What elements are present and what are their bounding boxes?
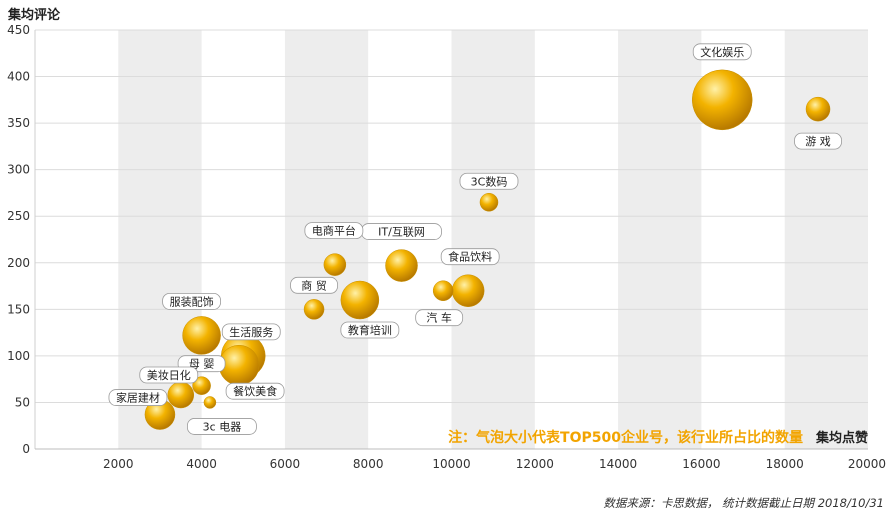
bubble-label: 游 戏 bbox=[794, 132, 842, 150]
y-tick-label: 450 bbox=[7, 23, 30, 37]
x-tick-label: 8000 bbox=[353, 457, 384, 471]
y-tick-label: 200 bbox=[7, 256, 30, 270]
svg-text:文化娱乐: 文化娱乐 bbox=[700, 45, 744, 59]
axes bbox=[34, 30, 868, 450]
background-band bbox=[784, 30, 868, 449]
bubble-label: 服装配饰 bbox=[162, 293, 222, 310]
bubble bbox=[805, 96, 831, 122]
bubble bbox=[167, 381, 195, 409]
x-tick-label: 6000 bbox=[270, 457, 301, 471]
bubble bbox=[182, 316, 221, 355]
y-tick-label: 400 bbox=[7, 70, 30, 84]
bubble-label: 教育培训 bbox=[340, 321, 400, 339]
svg-text:美妆日化: 美妆日化 bbox=[147, 368, 191, 382]
x-tick-label: 14000 bbox=[599, 457, 637, 471]
bubble bbox=[203, 396, 217, 409]
svg-text:教育培训: 教育培训 bbox=[348, 323, 392, 337]
bubble bbox=[385, 249, 418, 282]
bubbles bbox=[144, 69, 831, 430]
y-tick-label: 350 bbox=[7, 116, 30, 130]
chart-note: 注：气泡大小代表TOP500企业号，该行业所占比的数量 bbox=[448, 429, 803, 446]
bubble-label: 3C数码 bbox=[459, 172, 519, 190]
data-source: 数据来源：卡思数据， 统计数据截止日期 2018/10/31 bbox=[603, 496, 884, 510]
bubble-label: 文化娱乐 bbox=[692, 43, 752, 61]
bubble bbox=[303, 299, 325, 320]
svg-text:商 贸: 商 贸 bbox=[301, 278, 327, 292]
bubble-label: 餐饮美食 bbox=[225, 382, 285, 400]
background-bands bbox=[118, 30, 868, 449]
svg-text:游 戏: 游 戏 bbox=[805, 135, 831, 148]
bubble-label: 汽 车 bbox=[415, 309, 464, 327]
x-tick-label: 2000 bbox=[103, 457, 134, 471]
x-tick-label: 18000 bbox=[766, 457, 804, 471]
svg-text:3c 电器: 3c 电器 bbox=[203, 420, 242, 433]
svg-text:生活服务: 生活服务 bbox=[229, 325, 273, 339]
svg-text:汽 车: 汽 车 bbox=[426, 311, 452, 325]
tick-labels: 0 50 100 150 200 250 300 350 400 450 2000 4000 6000 8… bbox=[7, 23, 886, 471]
svg-text:电商平台: 电商平台 bbox=[312, 224, 356, 238]
bubble-label: 电商平台 bbox=[304, 222, 364, 240]
bubble bbox=[691, 69, 753, 131]
bubble-label: 3c 电器 bbox=[187, 418, 257, 435]
x-tick-label: 16000 bbox=[682, 457, 720, 471]
y-tick-label: 100 bbox=[7, 349, 30, 363]
bubble bbox=[479, 193, 499, 212]
y-tick-label: 300 bbox=[7, 163, 30, 177]
bubble bbox=[451, 274, 485, 307]
y-tick-label: 150 bbox=[7, 302, 30, 316]
svg-text:母 婴: 母 婴 bbox=[189, 358, 215, 371]
x-tick-label: 12000 bbox=[516, 457, 554, 471]
svg-text:食品饮料: 食品饮料 bbox=[448, 250, 492, 264]
bubble-label: 生活服务 bbox=[221, 323, 281, 341]
bubble bbox=[432, 280, 454, 301]
svg-text:家居建材: 家居建材 bbox=[116, 391, 160, 405]
bubble bbox=[323, 253, 347, 276]
svg-text:IT/互联网: IT/互联网 bbox=[378, 226, 425, 239]
background-band bbox=[618, 30, 702, 449]
y-tick-label: 0 bbox=[22, 442, 30, 456]
x-tick-label: 4000 bbox=[186, 457, 217, 471]
background-band bbox=[451, 30, 535, 449]
bubble-label: 家居建材 bbox=[108, 389, 168, 406]
bubble-label: 商 贸 bbox=[290, 276, 338, 294]
svg-text:3C数码: 3C数码 bbox=[471, 175, 508, 188]
x-axis-title: 集均点赞 bbox=[815, 430, 868, 446]
bubble bbox=[340, 280, 380, 320]
svg-text:服装配饰: 服装配饰 bbox=[170, 294, 214, 308]
svg-text:餐饮美食: 餐饮美食 bbox=[233, 384, 277, 398]
y-tick-label: 50 bbox=[15, 395, 30, 409]
bubble bbox=[192, 376, 211, 395]
bubble-label: 食品饮料 bbox=[440, 248, 500, 266]
background-band bbox=[284, 30, 369, 449]
bubble-label: 美妆日化 bbox=[139, 366, 199, 384]
x-tick-label: 10000 bbox=[432, 457, 470, 471]
bubble-label: IT/互联网 bbox=[361, 223, 442, 240]
y-axis-title: 集均评论 bbox=[7, 7, 61, 23]
y-tick-label: 250 bbox=[7, 209, 30, 223]
x-tick-label: 20000 bbox=[848, 457, 886, 471]
